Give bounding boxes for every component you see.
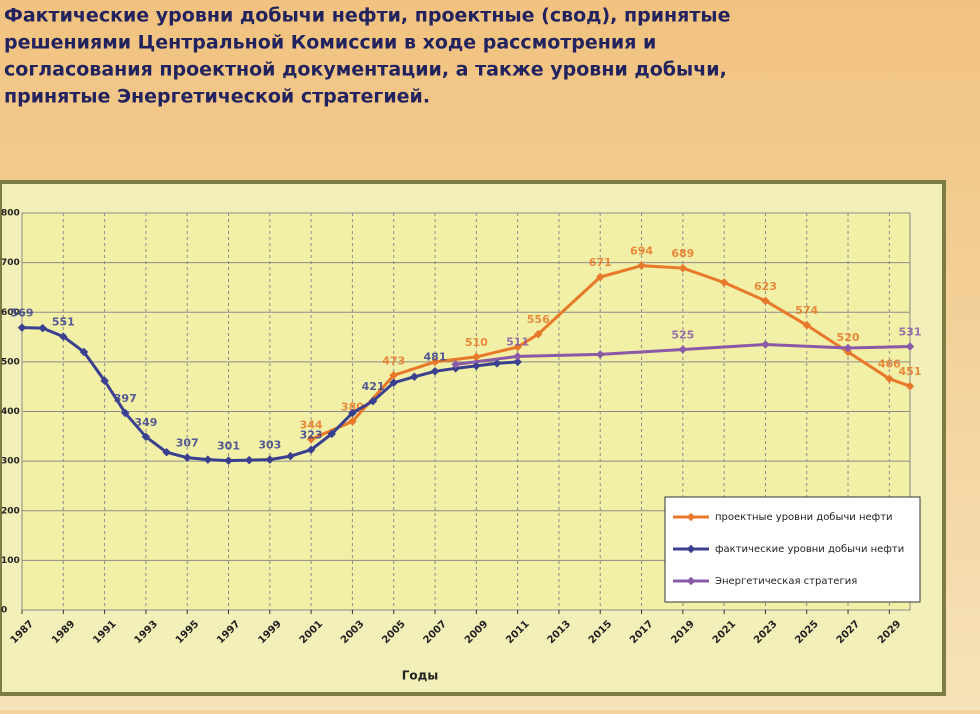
point-marker bbox=[410, 372, 419, 382]
point-marker bbox=[306, 445, 316, 454]
data-label: 473 bbox=[382, 354, 405, 367]
data-label: 694 bbox=[630, 245, 653, 258]
title-line: Фактические уровни добычи нефти, проектн… bbox=[4, 5, 730, 27]
point-marker bbox=[492, 359, 502, 368]
y-tick-label: 200 bbox=[1, 506, 20, 516]
point-marker bbox=[430, 357, 440, 367]
legend-marker bbox=[686, 576, 696, 586]
data-label: 466 bbox=[878, 358, 901, 371]
point-marker bbox=[595, 350, 605, 359]
point-marker bbox=[513, 342, 522, 352]
data-label: 569 bbox=[11, 307, 34, 320]
y-tick-label: 700 bbox=[1, 258, 20, 268]
point-marker bbox=[389, 378, 398, 387]
data-label: 531 bbox=[899, 325, 922, 338]
point-marker bbox=[368, 396, 378, 406]
y-tick-label: 0 bbox=[1, 606, 7, 616]
y-tick-label: 100 bbox=[1, 556, 20, 566]
point-marker bbox=[59, 332, 68, 341]
point-marker bbox=[121, 408, 130, 418]
data-label: 421 bbox=[362, 380, 385, 393]
point-marker bbox=[430, 367, 440, 376]
data-label: 307 bbox=[176, 437, 199, 450]
data-label: 551 bbox=[52, 316, 75, 329]
point-marker bbox=[224, 456, 233, 465]
point-marker bbox=[678, 345, 688, 354]
data-label: 689 bbox=[671, 247, 694, 260]
point-marker bbox=[17, 323, 27, 332]
y-tick-label: 800 bbox=[1, 209, 20, 219]
point-marker bbox=[761, 296, 770, 306]
data-label: 349 bbox=[134, 416, 157, 429]
y-tick-label: 400 bbox=[1, 407, 20, 417]
point-marker bbox=[905, 342, 915, 351]
y-tick-label: 600 bbox=[1, 308, 20, 318]
data-label: 344 bbox=[300, 418, 323, 431]
point-marker bbox=[182, 453, 192, 462]
point-marker bbox=[286, 451, 295, 461]
title-line: принятые Энергетической стратегией. bbox=[4, 86, 430, 108]
series-line bbox=[310, 264, 911, 441]
point-marker bbox=[306, 435, 316, 444]
data-label: 671 bbox=[589, 256, 612, 269]
data-label: 303 bbox=[258, 439, 281, 452]
legend-label: фактические уровни добычи нефти bbox=[715, 544, 904, 555]
point-marker bbox=[472, 352, 481, 362]
legend-label: Энергетическая стратегия bbox=[715, 576, 857, 587]
data-label: 451 bbox=[899, 365, 922, 378]
point-marker bbox=[451, 360, 460, 369]
point-marker bbox=[843, 343, 853, 353]
title-line: решениями Центральной Комиссии в ходе ра… bbox=[4, 32, 656, 54]
y-tick-label: 500 bbox=[1, 357, 20, 367]
point-marker bbox=[244, 455, 254, 465]
data-label: 520 bbox=[837, 331, 860, 344]
data-label: 556 bbox=[527, 313, 550, 326]
legend-marker bbox=[686, 512, 696, 522]
legend-marker bbox=[686, 544, 696, 554]
point-marker bbox=[327, 429, 337, 439]
point-marker bbox=[100, 376, 109, 385]
point-marker bbox=[905, 381, 915, 391]
y-tick-label: 300 bbox=[1, 457, 20, 467]
point-marker bbox=[678, 263, 688, 273]
point-marker bbox=[389, 371, 398, 380]
point-marker bbox=[719, 278, 729, 287]
point-marker bbox=[348, 408, 357, 418]
point-marker bbox=[534, 329, 543, 339]
data-label: 525 bbox=[671, 328, 694, 341]
point-marker bbox=[761, 340, 770, 349]
data-label: 301 bbox=[217, 440, 240, 453]
x-axis-label: Годы bbox=[402, 669, 438, 683]
title-line: согласования проектной документации, а т… bbox=[4, 59, 727, 81]
point-marker bbox=[38, 323, 47, 333]
point-marker bbox=[141, 432, 151, 442]
data-label: 623 bbox=[754, 280, 777, 293]
point-marker bbox=[595, 272, 605, 282]
point-marker bbox=[513, 352, 522, 361]
data-label: 574 bbox=[795, 304, 818, 317]
point-marker bbox=[885, 374, 894, 383]
point-marker bbox=[265, 455, 275, 464]
data-label: 510 bbox=[465, 336, 488, 349]
point-marker bbox=[348, 417, 357, 426]
point-marker bbox=[472, 361, 481, 371]
point-marker bbox=[637, 261, 646, 270]
data-label: 397 bbox=[114, 392, 137, 405]
data-label: 481 bbox=[424, 350, 447, 363]
legend-label: проектные уровни добычи нефти bbox=[715, 512, 893, 523]
data-label: 511 bbox=[506, 335, 529, 348]
point-marker bbox=[162, 447, 171, 457]
point-marker bbox=[513, 357, 522, 367]
point-marker bbox=[203, 455, 213, 464]
point-marker bbox=[79, 347, 89, 357]
data-label: 323 bbox=[300, 429, 323, 442]
point-marker bbox=[802, 320, 811, 330]
